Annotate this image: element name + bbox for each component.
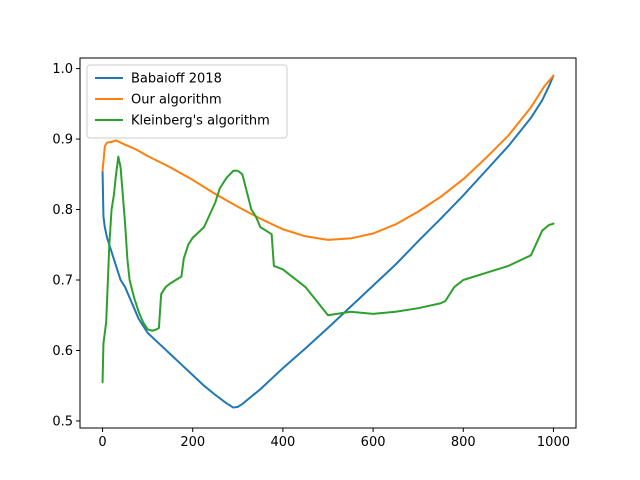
series-line-0: [101, 74, 555, 409]
legend-label-2: Kleinberg's algorithm: [131, 114, 270, 129]
y-tick-label: 0.6: [52, 344, 73, 359]
x-axis: 0 200 400 600 800 1000: [98, 428, 570, 450]
x-tick-label: 800: [451, 435, 476, 450]
series-line-1: [101, 74, 555, 241]
x-tick-label: 200: [180, 435, 205, 450]
legend-label-0: Babaioff 2018: [131, 72, 222, 87]
y-tick-label: 1.0: [52, 62, 73, 77]
y-tick-label: 0.8: [52, 203, 73, 218]
axes-frame: [79, 57, 577, 429]
x-tick-label: 600: [361, 435, 386, 450]
y-axis: 0.5 0.6 0.7 0.8 0.9 1.0: [52, 62, 80, 429]
x-tick-label: 0: [98, 435, 106, 450]
series-line-2: [101, 155, 555, 384]
legend-box: [86, 64, 288, 139]
legend: Babaioff 2018 Our algorithm Kleinberg's al…: [86, 64, 288, 139]
x-tick-label: 1000: [537, 435, 570, 450]
y-tick-label: 0.7: [52, 274, 73, 289]
legend-label-1: Our algorithm: [131, 93, 222, 108]
y-tick-label: 0.5: [52, 414, 73, 429]
x-tick-label: 400: [270, 435, 295, 450]
series-layer: [101, 74, 555, 409]
y-tick-label: 0.9: [52, 133, 73, 148]
